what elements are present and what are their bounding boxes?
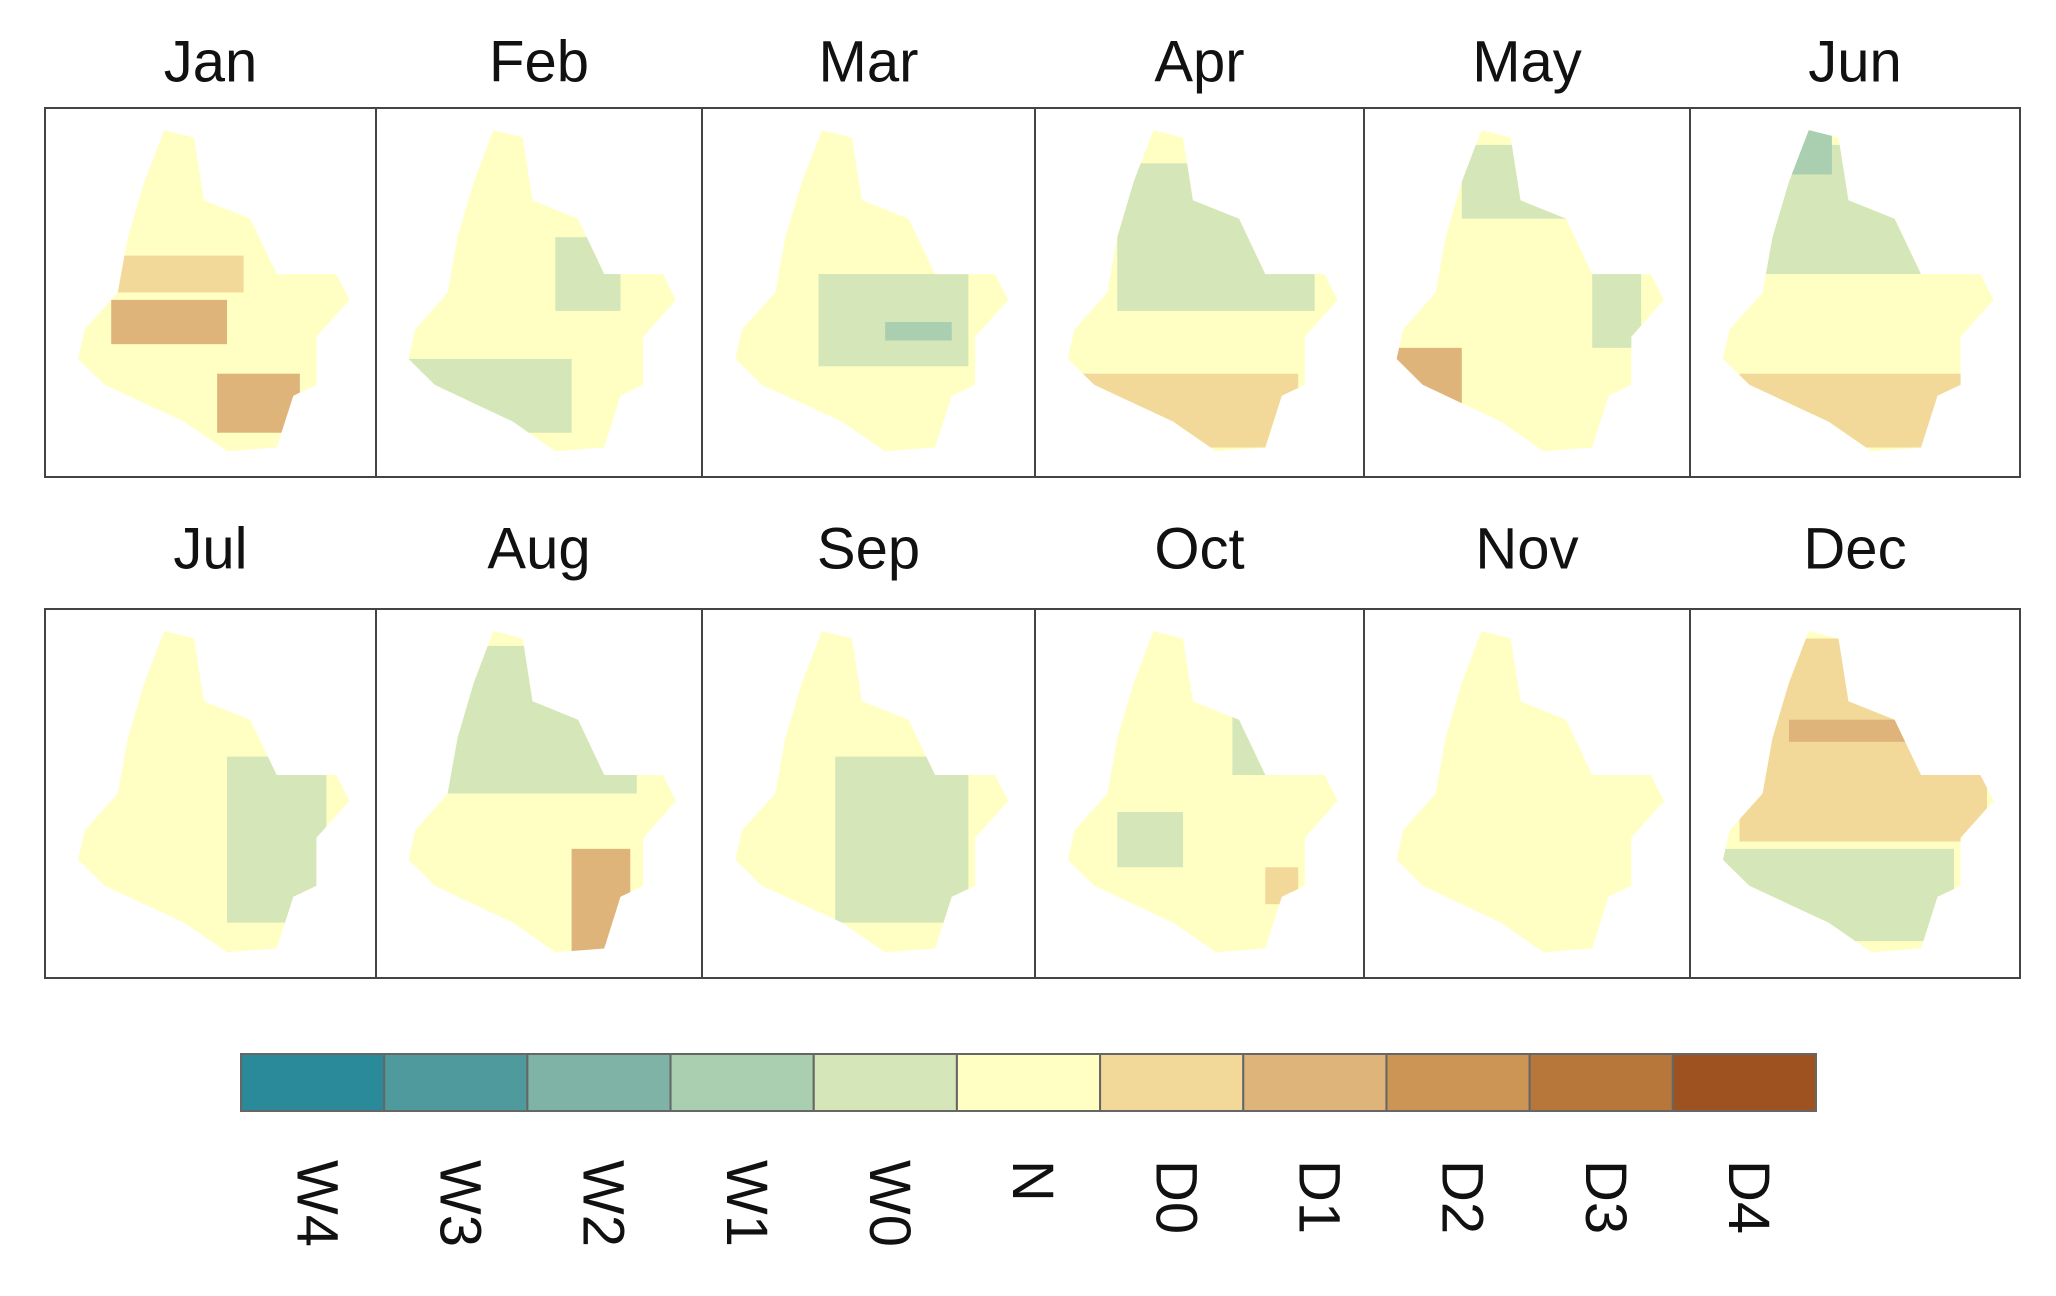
- map-panel: Nov: [1363, 516, 1691, 979]
- panel-title: Oct: [1154, 516, 1244, 581]
- legend-swatch: [1099, 1053, 1245, 1112]
- legend-swatch: [1528, 1053, 1674, 1112]
- panel-title: Jul: [173, 516, 247, 581]
- legend-label: D4: [1716, 1160, 1781, 1234]
- panel-title: Aug: [487, 516, 590, 581]
- region-patches: [835, 756, 969, 923]
- panel-title: May: [1472, 29, 1582, 94]
- panel-title: Sep: [817, 516, 920, 581]
- legend-label: W3: [427, 1160, 492, 1247]
- panel-title: Nov: [1475, 516, 1578, 581]
- legend-label: D1: [1287, 1160, 1352, 1234]
- map-panel: Jan: [44, 29, 377, 478]
- legend-swatch: [1242, 1053, 1388, 1112]
- map-panel: Apr: [1034, 29, 1365, 478]
- legend-label: D3: [1573, 1160, 1638, 1234]
- legend-label: D0: [1143, 1160, 1208, 1234]
- class-patch: [835, 756, 969, 923]
- legend-swatch: [526, 1053, 672, 1112]
- legend-label: W2: [571, 1160, 636, 1247]
- panel-title: Feb: [489, 29, 589, 94]
- class-patch: [1117, 811, 1184, 868]
- legend: W4 W3 W2 W1 W0 N D0 D1 D2 D3 D4: [240, 1053, 1818, 1247]
- map-panel: Aug: [375, 516, 703, 979]
- legend-label: W0: [857, 1160, 922, 1247]
- class-patch: [885, 322, 952, 341]
- legend-label: W4: [284, 1160, 349, 1247]
- map-panel: Dec: [1689, 516, 2021, 979]
- map-panel: May: [1363, 29, 1691, 478]
- map-panel: Jun: [1689, 29, 2021, 478]
- legend-swatch: [1671, 1053, 1818, 1112]
- map-panel: Jul: [44, 516, 377, 979]
- region-patches: [818, 274, 969, 367]
- map-panel: Feb: [375, 29, 703, 478]
- legend-label: D2: [1430, 1160, 1495, 1234]
- panel-title: Apr: [1154, 29, 1244, 94]
- legend-swatch: [669, 1053, 815, 1112]
- class-patch: [818, 274, 969, 367]
- legend-label: W1: [714, 1160, 779, 1247]
- legend-swatch: [955, 1053, 1102, 1112]
- panel-title: Dec: [1803, 516, 1906, 581]
- map-panel: Oct: [1034, 516, 1365, 979]
- region: [1396, 631, 1664, 953]
- legend-label: N: [1000, 1160, 1065, 1202]
- panel-title: Mar: [819, 29, 919, 94]
- map-panel: Mar: [701, 29, 1036, 478]
- legend-swatch: [812, 1053, 958, 1112]
- map-panel: Sep: [701, 516, 1036, 979]
- legend-swatch: [1385, 1053, 1531, 1112]
- panel-title: Jun: [1808, 29, 1902, 94]
- legend-swatch: [240, 1053, 386, 1112]
- class-patch: [111, 299, 228, 345]
- panel-title: Jan: [164, 29, 258, 94]
- legend-swatch: [383, 1053, 529, 1112]
